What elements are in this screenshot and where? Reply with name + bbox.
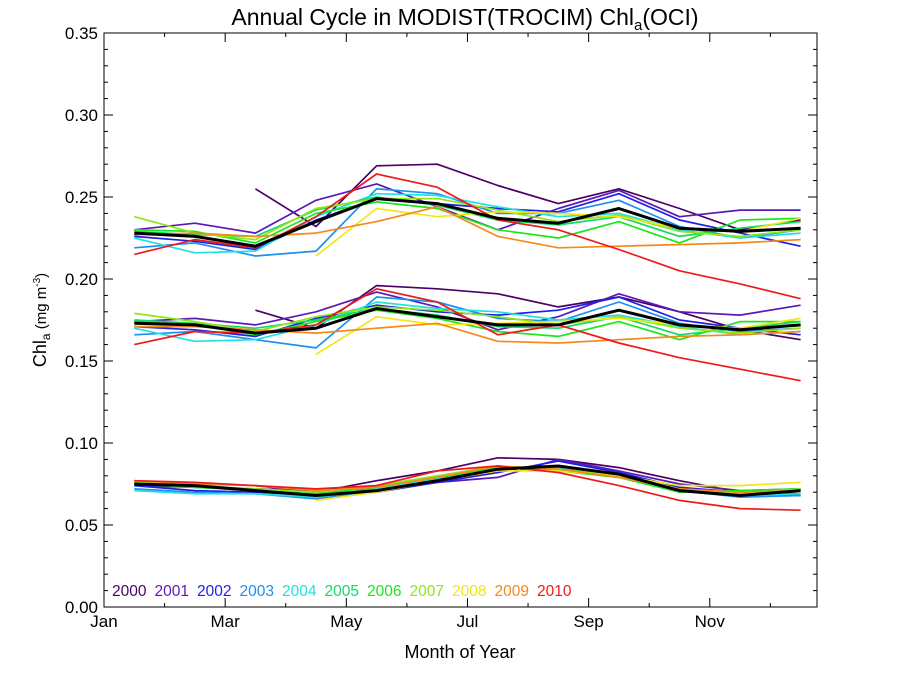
- series-line-2009-middle: [134, 322, 801, 344]
- series-line-2010-lower: [134, 465, 801, 512]
- chart-title-main: Annual Cycle in MODIST(TROCIM) Chl: [231, 4, 634, 30]
- plot-frame: [103, 32, 818, 608]
- y-axis-label: Chla (mg m-3): [30, 273, 53, 367]
- y-tick-label-4: 0.20: [65, 270, 98, 289]
- series-line-2001-upper: [134, 183, 801, 234]
- y-axis-label-units: (mg m: [33, 287, 50, 334]
- plot-area: [134, 163, 801, 512]
- legend: 2000 2001 2002 2003 2004 2005 2006 2007 2008 2009…: [112, 583, 572, 600]
- legend-entry-2010: 2010: [537, 583, 572, 600]
- x-tick-label-may: May: [330, 612, 363, 631]
- y-axis-label-main: Chl: [30, 340, 50, 367]
- chart-title: Annual Cycle in MODIST(TROCIM) Chla(OCI): [231, 4, 698, 34]
- x-tick-label-jan: Jan: [90, 612, 117, 631]
- chart-title-tail: (OCI): [642, 4, 698, 30]
- y-tick-label-2: 0.10: [65, 434, 98, 453]
- x-tick-label-mar: Mar: [211, 612, 241, 631]
- x-tick-label-sep: Sep: [573, 612, 603, 631]
- y-tick-label-1: 0.05: [65, 516, 98, 535]
- series-line-2004-middle: [134, 301, 801, 343]
- y-axis-label-close: ): [33, 273, 50, 278]
- y-axis-label-subscript: a: [39, 333, 53, 340]
- legend-entry-2006: 2006: [367, 583, 401, 600]
- chart-title-subscript: a: [634, 17, 643, 34]
- series-line-2010-upper: [134, 173, 801, 300]
- series-line-2009-upper: [134, 205, 801, 249]
- y-tick-label-0: 0.00: [65, 598, 98, 617]
- y-tick-label-6: 0.30: [65, 106, 98, 125]
- mean-line-upper: [134, 197, 801, 248]
- x-tick-label-nov: Nov: [695, 612, 726, 631]
- series-line-2002-lower: [134, 460, 801, 497]
- mean-line-lower: [134, 464, 801, 497]
- x-tick-label-jul: Jul: [457, 612, 479, 631]
- legend-entry-2005: 2005: [325, 583, 359, 600]
- legend-entry-2003: 2003: [240, 583, 274, 600]
- series-line-2002-upper: [134, 192, 801, 251]
- tick-layer: 0.00 0.05 0.10 0.15 0.20 0.25 0.30 0.35 Jan Mar Ma…: [65, 24, 817, 631]
- series-line-2006-upper: [134, 201, 801, 244]
- legend-entry-2001: 2001: [155, 583, 189, 600]
- legend-entry-2008: 2008: [452, 583, 486, 600]
- legend-entry-2000: 2000: [112, 583, 147, 600]
- legend-entry-2004: 2004: [282, 583, 317, 600]
- y-tick-label-7: 0.35: [65, 24, 98, 43]
- legend-entry-2009: 2009: [495, 583, 529, 600]
- series-line-2004-upper: [134, 192, 801, 254]
- mean-line-middle: [134, 307, 801, 335]
- y-tick-label-3: 0.15: [65, 352, 98, 371]
- legend-entry-2002: 2002: [197, 583, 231, 600]
- y-axis-label-superscript: -3: [32, 277, 43, 286]
- legend-entry-2007: 2007: [410, 583, 444, 600]
- y-tick-label-5: 0.25: [65, 188, 98, 207]
- x-axis-label: Month of Year: [404, 642, 515, 662]
